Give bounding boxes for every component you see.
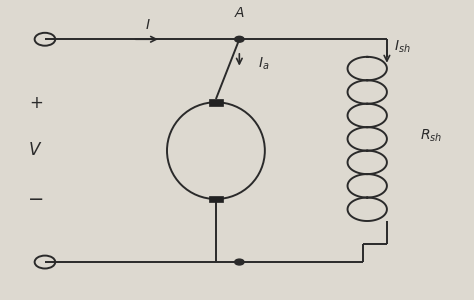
Text: $V$: $V$ — [28, 142, 43, 159]
Text: $I_a$: $I_a$ — [258, 56, 270, 72]
Ellipse shape — [167, 102, 265, 199]
Bar — [209, 196, 223, 202]
Text: $I$: $I$ — [145, 18, 151, 32]
Circle shape — [235, 36, 244, 42]
Text: $A$: $A$ — [234, 6, 245, 20]
Text: $R_{sh}$: $R_{sh}$ — [419, 128, 442, 144]
Text: $-$: $-$ — [27, 189, 44, 207]
Text: $E$: $E$ — [210, 142, 222, 159]
Text: $+$: $+$ — [28, 95, 43, 112]
Text: $I_{sh}$: $I_{sh}$ — [394, 38, 410, 55]
Circle shape — [235, 259, 244, 265]
Bar — [209, 99, 223, 106]
